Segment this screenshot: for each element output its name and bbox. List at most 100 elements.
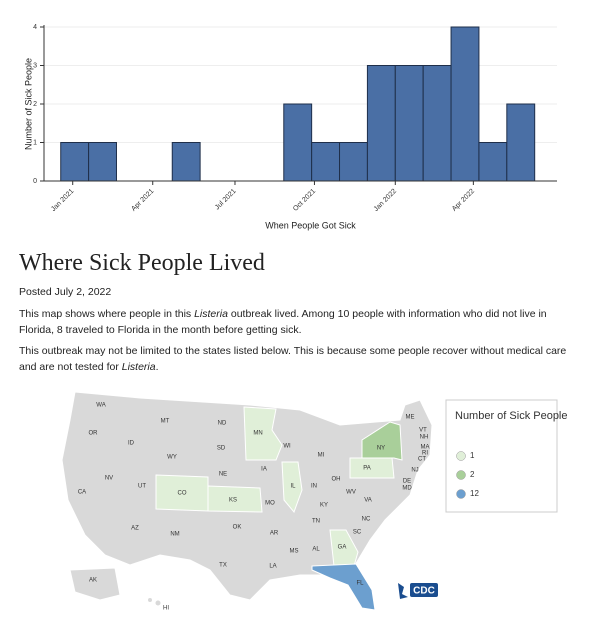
- bar: [88, 142, 117, 182]
- state-label: TX: [219, 563, 227, 569]
- bar: [394, 65, 424, 182]
- x-tick-label: Jul 2021: [214, 188, 238, 212]
- hawaii: [148, 598, 152, 602]
- state-label: OK: [233, 525, 242, 531]
- state-label: IN: [311, 484, 317, 490]
- bar: [506, 103, 536, 182]
- state-label: NJ: [411, 468, 418, 474]
- y-axis-title: Number of Sick People: [23, 58, 33, 150]
- state-label: SC: [353, 530, 362, 536]
- state-label: AZ: [131, 526, 139, 532]
- state-label: CO: [178, 491, 187, 497]
- state-label: NH: [420, 435, 429, 441]
- text: This outbreak may not be limited to the …: [19, 345, 567, 373]
- y-tick-label: 4: [33, 24, 37, 31]
- text: This map shows where people in this: [19, 308, 195, 320]
- state-label: NE: [219, 472, 227, 478]
- state-highlight: [207, 485, 263, 513]
- legend-swatch: [456, 451, 466, 461]
- bar: [171, 142, 201, 182]
- state-label: IA: [261, 467, 267, 473]
- legend-title: Number of Sick People: [455, 410, 568, 422]
- y-tick-label: 3: [33, 62, 37, 69]
- y-tick-label: 2: [33, 101, 37, 108]
- hhs-logo: [398, 583, 408, 599]
- text: Listeria: [121, 361, 156, 373]
- posted-date: Posted July 2, 2022: [19, 286, 112, 298]
- x-tick-label: Apr 2022: [451, 188, 476, 213]
- state-label: ME: [406, 415, 415, 421]
- bar: [283, 103, 313, 182]
- bar: [478, 142, 508, 182]
- state-label: MT: [161, 419, 170, 425]
- state-label: CA: [78, 490, 86, 496]
- state-label: TN: [312, 519, 320, 525]
- state-highlight: [243, 406, 283, 461]
- bar: [60, 142, 90, 182]
- legend-label: 12: [470, 489, 479, 498]
- state-label: WI: [283, 444, 291, 450]
- state-label: MS: [290, 549, 299, 555]
- section-title: Where Sick People Lived: [19, 250, 265, 276]
- x-axis-title: When People Got Sick: [265, 220, 356, 230]
- bar: [422, 65, 452, 182]
- state-label: VT: [419, 428, 427, 434]
- state-highlight: [281, 461, 303, 513]
- state-label: RI: [422, 451, 428, 457]
- state-label: OR: [89, 431, 99, 437]
- legend-label: 1: [470, 451, 475, 460]
- state-label: PA: [363, 466, 371, 472]
- state-label: WY: [167, 455, 177, 461]
- alaska: [69, 567, 121, 601]
- legend-swatch: [456, 489, 466, 499]
- state-label: MD: [402, 486, 412, 492]
- chart: 0 1 2 3 4 Jan 2021 Apr 2021 Jul 2021 Oct 2021 Jan…: [23, 24, 557, 230]
- cdc-logo-text: CDC: [413, 586, 435, 597]
- bar: [311, 142, 341, 182]
- state-label: DE: [403, 479, 411, 485]
- bar: [339, 142, 368, 182]
- state-label: SD: [217, 446, 226, 452]
- text: .: [155, 361, 159, 373]
- legend-label: 2: [470, 470, 475, 479]
- x-tick-label: Oct 2021: [292, 188, 317, 213]
- y-tick-label: 0: [33, 178, 37, 185]
- y-tick-label: 1: [33, 139, 37, 146]
- legend-swatch: [456, 470, 466, 480]
- state-label: NY: [377, 446, 385, 452]
- text: outbreak lived. Among 10 people with inf…: [19, 308, 547, 336]
- state-label: FL: [356, 581, 364, 587]
- state-label: MA: [421, 445, 430, 451]
- x-tick-label: Jan 2022: [373, 188, 398, 213]
- state-label: VA: [364, 498, 372, 504]
- state-label: ND: [218, 421, 227, 427]
- state-label: NC: [362, 517, 371, 523]
- bar: [450, 26, 480, 182]
- state-label: NM: [170, 532, 179, 538]
- state-label: KY: [320, 503, 328, 509]
- state-label: HI: [163, 606, 169, 612]
- state-highlight: [329, 529, 359, 567]
- state-label: MO: [265, 501, 275, 507]
- state-label: OH: [332, 477, 341, 483]
- cdc-logo: [410, 583, 438, 597]
- state-label: GA: [338, 545, 347, 551]
- state-label: AR: [270, 531, 279, 537]
- state-label: UT: [138, 484, 146, 490]
- state-label: AL: [312, 547, 320, 553]
- state-label: LA: [269, 564, 276, 570]
- state-highlight: [349, 457, 395, 479]
- paragraph: This map shows where people in this List…: [19, 306, 579, 338]
- state-label: KS: [229, 498, 237, 504]
- hawaii: [155, 600, 161, 606]
- state-label: WA: [96, 403, 105, 409]
- state-label: CT: [418, 457, 426, 463]
- text: Listeria: [194, 308, 228, 320]
- state-label: IL: [290, 484, 296, 490]
- state-label: NV: [105, 476, 113, 482]
- state-label: WV: [346, 490, 356, 496]
- paragraph: This outbreak may not be limited to the …: [19, 343, 579, 375]
- state-label: AK: [89, 578, 97, 584]
